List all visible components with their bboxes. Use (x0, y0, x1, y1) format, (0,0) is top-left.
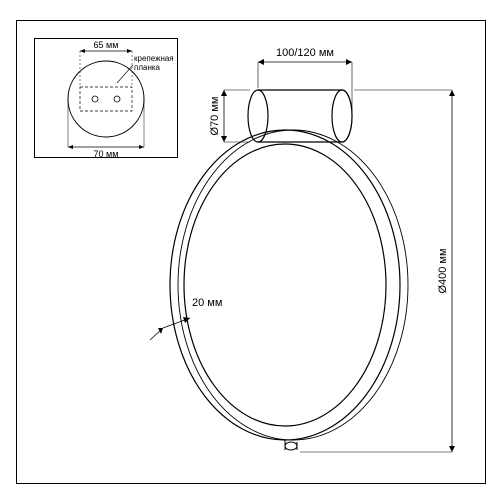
dim-cyl-height: Ø70 мм (209, 90, 250, 142)
cylinder-mount (248, 90, 352, 142)
dim-cyl-height-label: Ø70 мм (209, 97, 221, 136)
dim-ring-thickness: 20 мм (150, 297, 222, 340)
dim-total-height-label: Ø400 мм (437, 248, 449, 293)
dim-ring-thickness-label: 20 мм (192, 297, 222, 309)
dim-top-label: 100/120 мм (276, 47, 334, 59)
main-svg: 100/120 мм Ø70 мм (0, 0, 500, 500)
ring (170, 130, 408, 450)
dim-total-height: Ø400 мм (300, 90, 455, 452)
diagram-frame: 65 мм крепежная планка 70 мм (0, 0, 500, 500)
